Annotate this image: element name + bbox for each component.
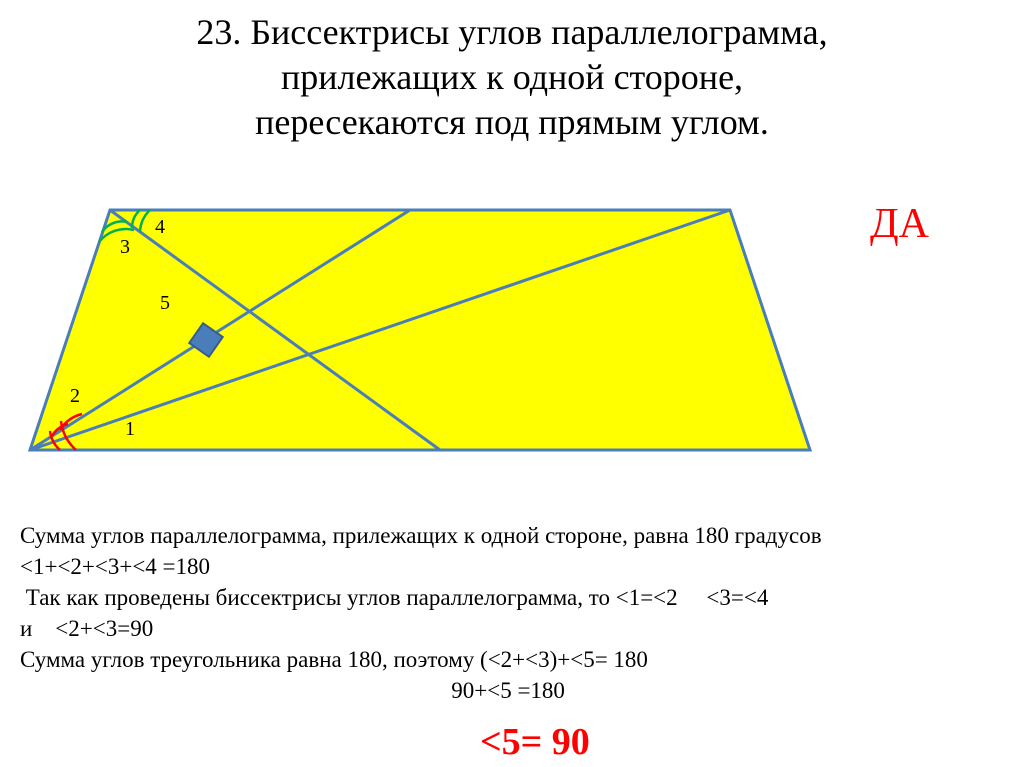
diagram-container: 4 3 5 2 1 xyxy=(0,180,1024,480)
conclusion-text: <5= 90 xyxy=(480,720,590,764)
proof-line-3: Так как проведены биссектрисы углов пара… xyxy=(20,582,1010,613)
proof-line-2: <1+<2+<3+<4 =180 xyxy=(20,551,1010,582)
title-line-1: 23. Биссектрисы углов параллелограмма, xyxy=(30,10,994,55)
title-line-3: пересекаются под прямым углом. xyxy=(30,100,994,145)
angle-label: 5 xyxy=(160,292,170,315)
angle-label: 1 xyxy=(125,418,135,441)
slide-title: 23. Биссектрисы углов параллелограмма, п… xyxy=(0,0,1024,145)
proof-line-1: Сумма углов параллелограмма, прилежащих … xyxy=(20,520,1010,551)
angle-label: 4 xyxy=(155,216,165,239)
proof-line-6: 90+<5 =180 xyxy=(20,675,1010,706)
proof-line-5: Сумма углов треугольника равна 180, поэт… xyxy=(20,644,1010,675)
proof-text: Сумма углов параллелограмма, прилежащих … xyxy=(20,520,1010,706)
title-line-2: прилежащих к одной стороне, xyxy=(30,55,994,100)
angle-label: 2 xyxy=(70,385,80,408)
angle-label: 3 xyxy=(120,236,130,259)
proof-line-4: и <2+<3=90 xyxy=(20,613,1010,644)
